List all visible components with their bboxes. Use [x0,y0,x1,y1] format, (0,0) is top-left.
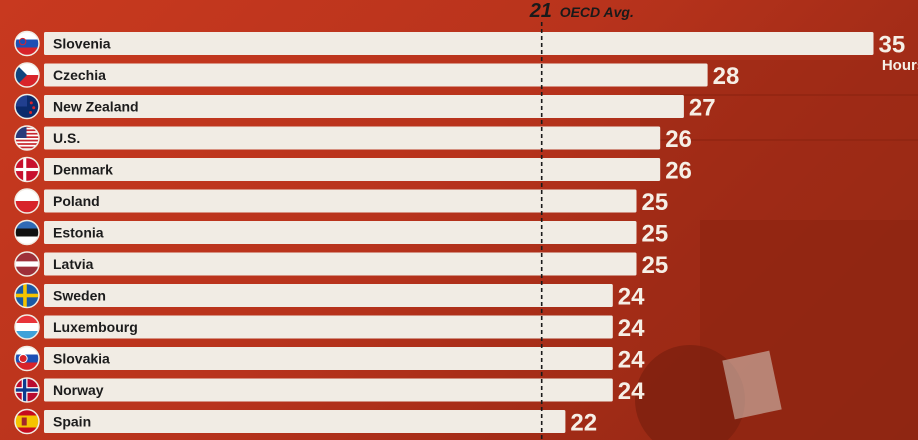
value-label: 25 [642,189,669,216]
bar-row: Latvia 25 [14,251,669,279]
bar [44,284,613,307]
flag-us-icon [14,125,40,151]
flag-sweden-icon [14,282,40,309]
bar-row: Slovakia 24 [14,345,645,374]
category-label: Slovenia [53,36,111,52]
bar-row: Estonia 25 [14,219,669,248]
bar-row: Norway 24 [14,377,645,405]
category-label: New Zealand [53,99,139,115]
bar-row: Denmark 26 [14,156,692,185]
value-label: 26 [665,158,692,185]
value-label: 24 [618,284,645,311]
bar-row: Czechia 28 [14,62,740,90]
bar [44,221,637,244]
value-label: 24 [618,378,645,405]
category-label: Estonia [53,225,104,241]
value-label: 24 [618,347,645,374]
value-label: 22 [570,410,597,437]
oecd-average-value: 21 [529,0,552,22]
bar [44,158,661,181]
bar [44,378,613,402]
flag-latvia-icon [14,251,40,277]
value-label: 25 [642,221,669,248]
bar [44,252,637,276]
oecd-average-reference: 21 OECD Avg. [529,0,634,440]
oecd-average-label: OECD Avg. [560,4,634,20]
bar-row: Slovenia 35 [14,30,906,59]
flag-luxembourg-icon [14,314,40,340]
category-label: Denmark [53,162,113,178]
flag-norway-icon [14,377,40,403]
value-label: 25 [642,252,669,279]
category-label: Slovakia [53,351,110,367]
category-label: Poland [53,193,100,209]
flag-czechia-icon [14,62,40,88]
bar-row: Sweden 24 [14,282,645,311]
bar [44,315,613,339]
value-label: 27 [689,95,716,122]
value-label: 35 [879,32,906,59]
bar [44,63,708,87]
bar-row: Poland 25 [14,188,669,216]
bar [44,189,637,213]
category-label: Czechia [53,67,106,83]
flag-slovenia-icon [14,30,40,57]
category-label: Luxembourg [53,319,138,335]
bar [44,347,613,370]
bar [44,126,661,150]
flag-new-zealand-icon [14,93,40,120]
hours-unit-label: Hours [882,57,918,74]
value-label: 26 [665,126,692,153]
bar [44,32,874,55]
flag-denmark-icon [14,156,40,183]
category-label: Spain [53,414,91,430]
bar-row: U.S. 26 [14,125,692,153]
flag-spain-icon [14,408,40,435]
bar-row: New Zealand 27 [14,93,716,122]
flag-slovakia-icon [14,345,40,372]
category-label: Latvia [53,256,94,272]
category-label: Norway [53,382,104,398]
bar [44,410,566,433]
bar-row: Spain 22 [14,408,597,437]
bar [44,95,684,118]
category-label: Sweden [53,288,106,304]
bar-row: Luxembourg 24 [14,314,645,342]
value-label: 28 [713,63,740,90]
flag-estonia-icon [14,219,40,246]
flag-poland-icon [14,188,40,214]
value-label: 24 [618,315,645,342]
category-label: U.S. [53,130,80,146]
